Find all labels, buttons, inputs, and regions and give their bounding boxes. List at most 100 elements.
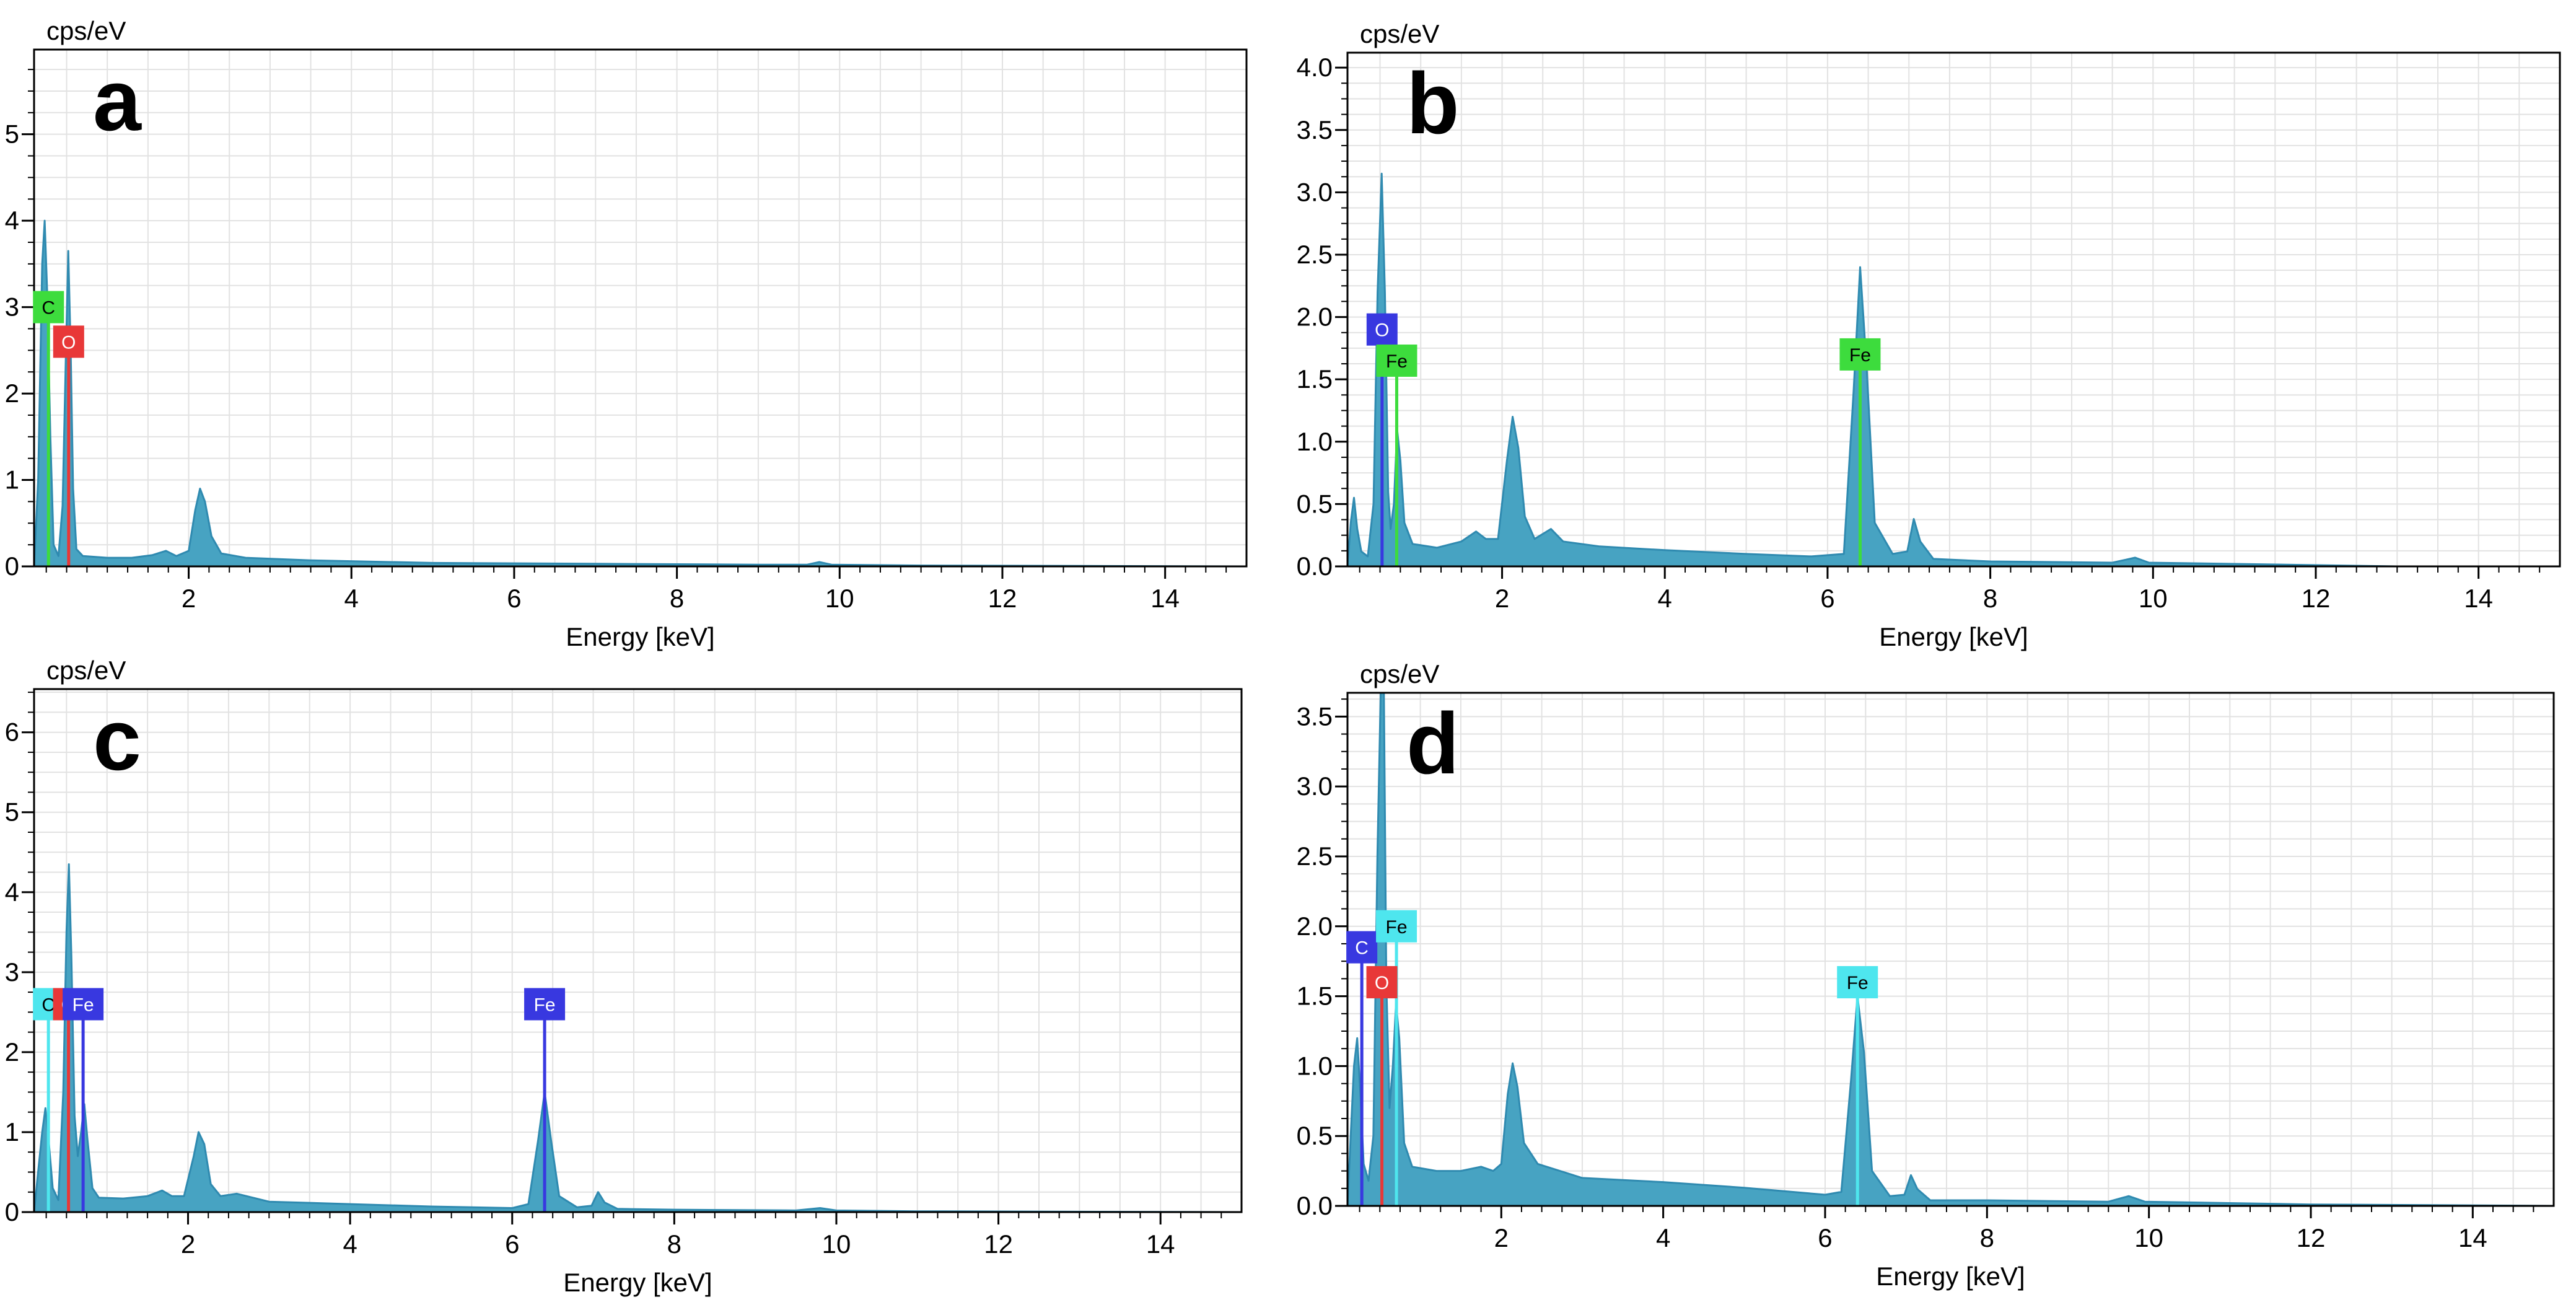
element-label-c: C: [33, 291, 64, 323]
element-label-text: O: [61, 332, 76, 353]
y-tick-label: 0.5: [1297, 1121, 1333, 1150]
y-tick-label: 3.5: [1297, 115, 1333, 144]
element-label-text: Fe: [1847, 973, 1868, 993]
plot-frame: [1346, 692, 2555, 1207]
element-label-box: [524, 988, 566, 1021]
element-label-box: [1366, 966, 1398, 999]
y-axis-label: cps/eV: [46, 656, 126, 685]
y-tick-label: 3.5: [1297, 701, 1333, 731]
y-tick-label: 2.5: [1297, 240, 1333, 269]
x-tick-label: 14: [2458, 1223, 2487, 1252]
x-tick-label: 12: [2302, 584, 2331, 613]
x-tick-label: 14: [2464, 584, 2493, 613]
element-label-fe: Fe: [524, 988, 566, 1021]
y-axis-label: cps/eV: [1360, 659, 1439, 688]
y-tick-label: 2.0: [1297, 302, 1333, 332]
x-tick-label: 2: [1495, 584, 1509, 613]
element-label-o: O: [53, 325, 84, 358]
element-label-text: C: [42, 298, 55, 319]
y-tick-label: 3: [5, 292, 19, 322]
element-label-fe: Fe: [1837, 966, 1878, 999]
element-label-text: Fe: [1386, 917, 1408, 938]
y-tick-label: 2.5: [1297, 842, 1333, 871]
element-label-text: O: [1375, 320, 1389, 341]
element-label-o: O: [1366, 966, 1398, 999]
x-axis-label: Energy [keV]: [1876, 1262, 2025, 1291]
x-tick-label: 4: [1656, 1223, 1670, 1252]
x-tick-label: 10: [2139, 584, 2168, 613]
element-label-text: O: [1375, 973, 1389, 993]
y-tick-label: 0: [5, 552, 19, 581]
x-tick-label: 14: [1150, 584, 1180, 613]
element-label-box: [33, 291, 64, 323]
element-label-box: [1376, 910, 1417, 943]
x-tick-label: 12: [2297, 1223, 2326, 1252]
x-tick-label: 14: [1146, 1229, 1175, 1259]
element-label-box: [1837, 966, 1878, 999]
element-label-text: Fe: [1386, 351, 1408, 372]
y-tick-label: 1.5: [1297, 364, 1333, 393]
x-tick-label: 4: [344, 584, 359, 613]
element-label-box: [1839, 338, 1881, 371]
x-tick-label: 12: [988, 584, 1017, 613]
x-tick-label: 6: [1820, 584, 1834, 613]
y-tick-label: 3.0: [1297, 177, 1333, 206]
x-tick-label: 6: [1818, 1223, 1832, 1252]
element-label-fe: Fe: [1839, 338, 1881, 371]
panel-letter: b: [1406, 55, 1460, 152]
element-label-box: [1366, 313, 1398, 346]
y-tick-label: 4: [5, 877, 19, 907]
x-tick-label: 8: [1980, 1223, 1994, 1252]
panel-letter: c: [93, 691, 141, 788]
y-tick-label: 2: [5, 1037, 19, 1066]
spectrum-area: [33, 863, 1243, 1213]
spectrum-area: [1346, 172, 2561, 568]
x-tick-label: 8: [667, 1229, 681, 1259]
x-tick-label: 12: [984, 1229, 1013, 1259]
y-axis-label: cps/eV: [1360, 19, 1439, 48]
panel-b: 2 4 6 8 10 12 14 0.0 0.5 1.0 1.5 2.0 2.5 3.0 3.5 4.0 cps…: [1297, 19, 2561, 651]
x-axis-label: Energy [keV]: [563, 1268, 712, 1297]
y-tick-label: 4.0: [1297, 53, 1333, 82]
element-label-text: Fe: [534, 995, 556, 1015]
x-tick-label: 4: [343, 1229, 357, 1259]
x-tick-label: 8: [670, 584, 684, 613]
element-label-fe: Fe: [1376, 910, 1417, 943]
element-label-box: [63, 988, 104, 1021]
x-tick-label: 10: [2134, 1223, 2163, 1252]
x-tick-label: 10: [825, 584, 854, 613]
y-tick-label: 2: [5, 379, 19, 408]
y-tick-label: 0.0: [1297, 1191, 1333, 1220]
spectrum-area: [33, 219, 1248, 568]
y-tick-label: 5: [5, 798, 19, 827]
y-axis-label: cps/eV: [46, 16, 126, 45]
element-label-fe: Fe: [1376, 344, 1417, 377]
y-tick-label: 3.0: [1297, 771, 1333, 801]
element-label-o: O: [1366, 313, 1398, 346]
y-tick-label: 1: [5, 1117, 19, 1146]
x-axis-label: Energy [keV]: [566, 622, 714, 651]
y-tick-label: 0.5: [1297, 489, 1333, 518]
panel-d: 2 4 6 8 10 12 14 0.0 0.5 1.0 1.5 2.0 2.5 3.0 3.5 cps/eV…: [1297, 659, 2555, 1291]
y-tick-label: 6: [5, 718, 19, 747]
x-tick-label: 8: [1983, 584, 1997, 613]
x-tick-label: 4: [1658, 584, 1672, 613]
x-tick-label: 2: [182, 584, 196, 613]
y-tick-label: 4: [5, 206, 19, 235]
plot-frame: [33, 48, 1248, 568]
x-axis-label: Energy [keV]: [1879, 622, 2028, 651]
panel-letter: d: [1406, 695, 1460, 792]
element-label-text: C: [1355, 938, 1369, 959]
y-tick-label: 2.0: [1297, 912, 1333, 941]
y-tick-label: 1.0: [1297, 427, 1333, 456]
y-tick-label: 5: [5, 120, 19, 149]
x-tick-label: 10: [822, 1229, 851, 1259]
element-label-fe: Fe: [63, 988, 104, 1021]
element-label-box: [1346, 931, 1378, 964]
plot-frame: [1346, 51, 2561, 568]
element-label-text: C: [42, 995, 55, 1015]
y-tick-label: 0.0: [1297, 552, 1333, 581]
